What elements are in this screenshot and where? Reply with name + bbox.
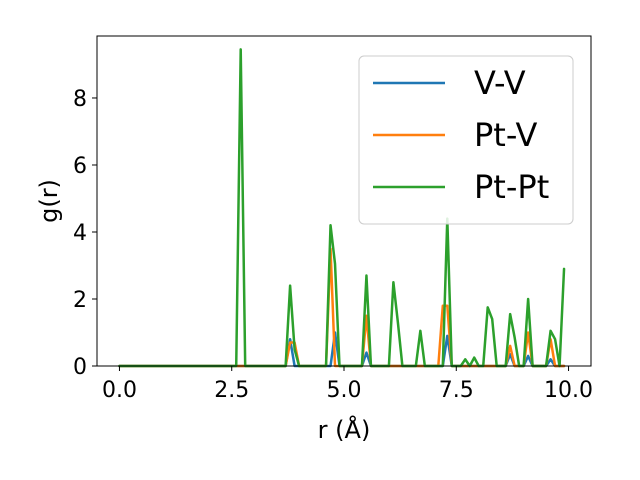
x-tick-label: 10.0	[544, 378, 593, 403]
x-tick-label: 2.5	[214, 378, 249, 403]
y-tick-label: 4	[73, 221, 87, 246]
x-tick-label: 7.5	[439, 378, 474, 403]
y-tick-label: 6	[73, 154, 87, 179]
legend-label-pt-pt: Pt-Pt	[474, 168, 549, 206]
y-tick-label: 0	[73, 355, 87, 380]
y-tick-label: 8	[73, 87, 87, 112]
y-axis-label: g(r)	[35, 179, 63, 223]
x-tick-label: 0.0	[102, 378, 137, 403]
x-axis-ticks: 0.0 2.5 5.0 7.5 10.0	[102, 366, 593, 403]
legend-label-v-v: V-V	[474, 64, 526, 102]
y-tick-label: 2	[73, 288, 87, 313]
y-axis-ticks: 0 2 4 6 8	[73, 87, 97, 380]
legend: V-V Pt-V Pt-Pt	[358, 55, 574, 225]
x-axis-label: r (Å)	[318, 415, 371, 444]
legend-box	[358, 55, 574, 225]
legend-label-pt-v: Pt-V	[474, 116, 538, 154]
x-tick-label: 5.0	[327, 378, 362, 403]
